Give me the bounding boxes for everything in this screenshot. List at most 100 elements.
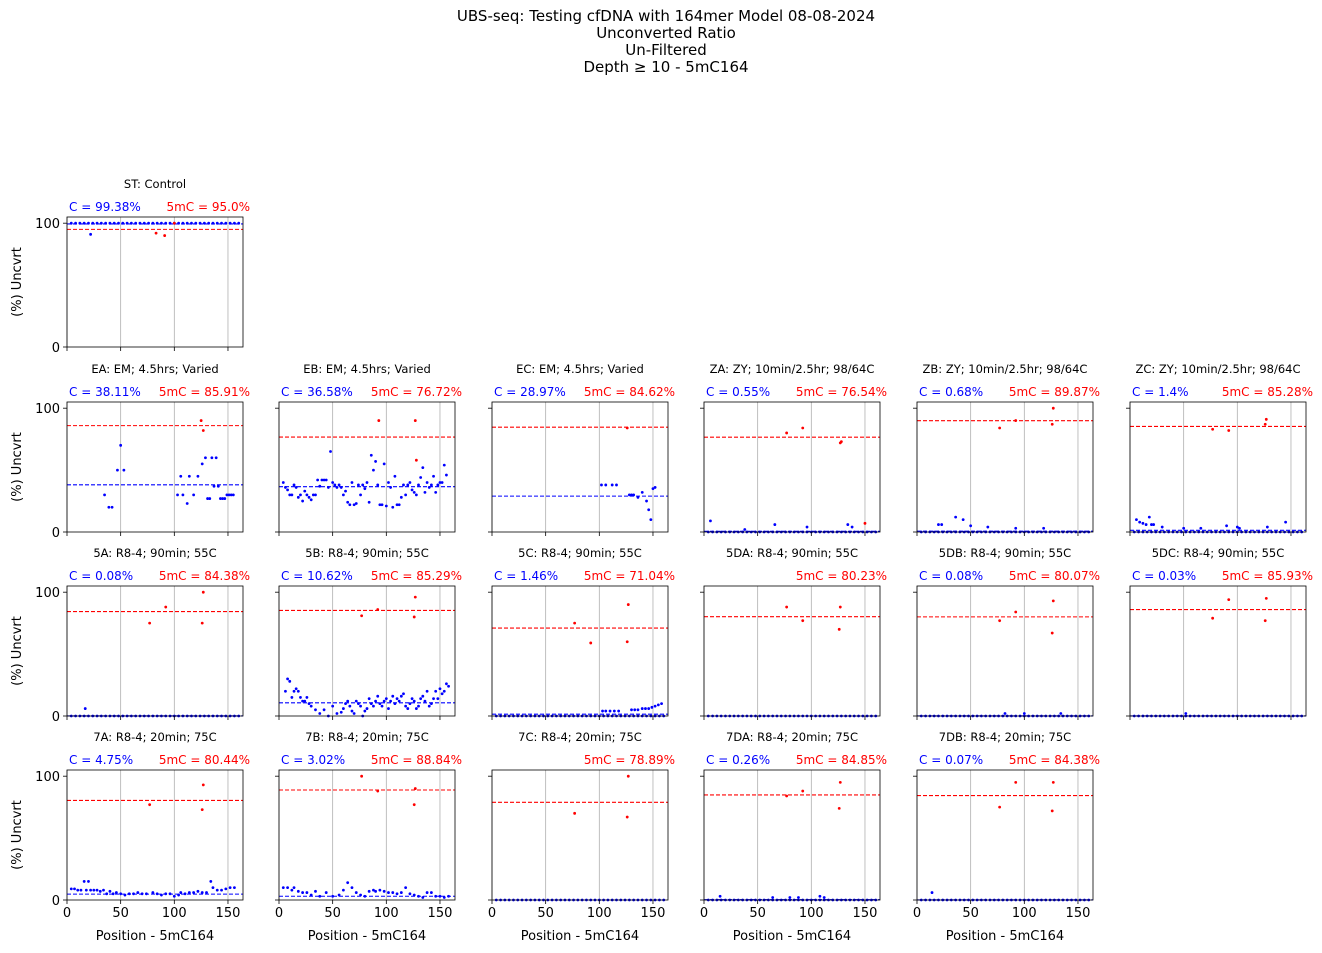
series-5mC	[998, 780, 1055, 813]
data-point	[617, 709, 621, 713]
data-point	[1263, 422, 1267, 426]
axes-frame	[916, 585, 1094, 717]
data-point	[168, 892, 172, 896]
data-point	[647, 508, 651, 512]
data-point	[89, 232, 93, 236]
data-point	[296, 689, 300, 693]
data-point	[367, 697, 371, 701]
subplot-title: ZA: ZY; 10min/2.5hr; 98/64C	[710, 362, 875, 376]
data-point	[660, 702, 663, 706]
x-tick-label: 50	[749, 906, 766, 921]
x-tick-label: 50	[962, 906, 979, 921]
data-point	[387, 707, 390, 710]
data-point	[288, 679, 292, 683]
data-point	[632, 493, 636, 497]
subplot-18: 0 50 100 150 7DB: R8-4; 20min; 75C C = 0.07% 5…	[913, 730, 1100, 944]
data-point	[413, 787, 417, 790]
data-point	[436, 483, 440, 487]
data-point	[1160, 525, 1164, 529]
data-point	[863, 521, 867, 525]
axes-frame	[1129, 585, 1307, 717]
data-point	[650, 705, 654, 709]
c-ratio-label: C = 3.02%	[281, 753, 345, 767]
axes-frame	[491, 585, 669, 717]
x-tick-label: 0	[488, 906, 496, 921]
data-point	[380, 503, 384, 507]
data-point	[389, 699, 393, 703]
c-ratio-label: C = 0.08%	[69, 569, 133, 583]
data-point	[339, 710, 343, 714]
data-point	[352, 503, 356, 507]
series-5mC	[148, 590, 205, 625]
data-point	[309, 498, 313, 502]
data-point	[151, 221, 155, 225]
data-point	[374, 889, 377, 893]
data-point	[389, 486, 393, 489]
data-point	[640, 490, 644, 494]
data-point	[309, 704, 313, 708]
data-point	[440, 692, 444, 696]
data-point	[102, 888, 105, 892]
data-point	[205, 891, 208, 894]
data-point	[421, 466, 425, 470]
data-point	[309, 893, 313, 897]
data-point	[1199, 526, 1203, 530]
axes-frame	[278, 769, 456, 901]
subplot-title: ST: Control	[124, 177, 186, 191]
data-point	[201, 590, 205, 594]
data-point	[200, 621, 204, 625]
data-point	[198, 221, 202, 225]
data-point	[940, 523, 944, 526]
data-point	[108, 889, 112, 893]
axes-frame	[66, 769, 244, 901]
data-point	[335, 486, 339, 489]
data-point	[610, 483, 614, 487]
data-point	[442, 689, 446, 693]
data-point	[210, 456, 214, 460]
data-point	[284, 486, 287, 489]
data-point	[179, 474, 183, 478]
data-point	[429, 702, 433, 706]
data-point	[413, 595, 417, 599]
data-point	[998, 805, 1002, 809]
data-point	[233, 886, 236, 890]
data-point	[140, 892, 144, 896]
data-point	[630, 493, 633, 497]
data-point	[604, 709, 608, 713]
data-point	[296, 495, 300, 499]
c-ratio-label: C = 38.11%	[69, 385, 141, 399]
data-point	[413, 419, 417, 422]
title-line-1: UBS-seq: Testing cfDNA with 164mer Model…	[456, 7, 876, 25]
data-point	[341, 707, 345, 710]
title-line-2: Unconverted Ratio	[596, 24, 736, 42]
data-point	[348, 503, 352, 507]
data-point	[281, 481, 285, 484]
data-point	[1238, 526, 1241, 530]
data-point	[350, 709, 354, 713]
mc-ratio-label: 5mC = 85.93%	[1222, 569, 1313, 583]
data-point	[207, 221, 211, 225]
data-point	[391, 505, 395, 509]
data-point	[432, 697, 435, 701]
axes-frame	[703, 585, 881, 717]
data-point	[846, 523, 850, 526]
data-point	[224, 221, 228, 225]
data-point	[954, 515, 958, 519]
data-point	[387, 891, 390, 894]
data-point	[99, 221, 103, 225]
data-point	[339, 486, 343, 489]
mc-ratio-label: 5mC = 84.62%	[584, 385, 675, 399]
data-point	[434, 894, 438, 898]
data-point	[95, 221, 99, 225]
series-C	[706, 894, 878, 902]
data-point	[382, 699, 386, 703]
subplot-1: 0 100 ST: Control C = 99.38% 5mC = 95.0% (%) …	[10, 177, 250, 356]
data-point	[228, 886, 232, 890]
x-tick-label: 150	[641, 906, 666, 921]
data-point	[656, 703, 660, 707]
data-point	[314, 493, 317, 497]
data-point	[404, 886, 408, 890]
data-point	[122, 468, 126, 472]
data-point	[344, 489, 347, 493]
data-point	[301, 499, 305, 503]
